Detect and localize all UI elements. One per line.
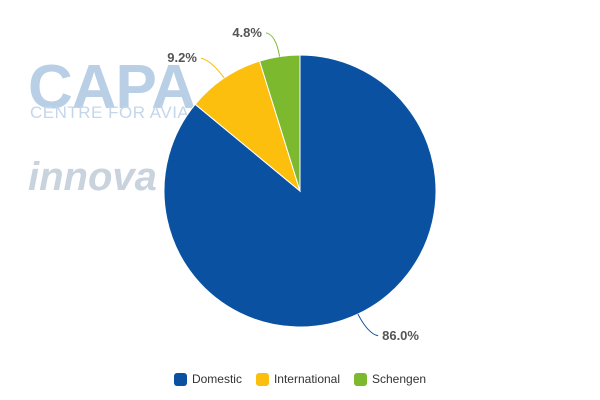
legend-item-domestic[interactable]: Domestic [173,372,242,386]
legend-item-schengen[interactable]: Schengen [354,372,426,386]
data-label-international: 9.2% [167,50,197,65]
legend-label-domestic: Domestic [191,372,242,386]
legend-item-international[interactable]: International [255,372,340,386]
data-label-schengen: 4.8% [232,25,262,40]
leader-line-domestic [357,313,379,337]
legend-label-schengen: Schengen [372,372,427,386]
leader-line-international [200,57,225,79]
leader-line-schengen [265,32,281,57]
legend-swatch-domestic [173,372,187,386]
pie-slice-schengen[interactable] [258,54,301,192]
legend-swatch-international [255,372,269,386]
pie-slice-international[interactable] [194,60,301,193]
chart-legend: Domestic International Schengen [0,372,600,386]
legend-label-international: International [273,372,340,386]
data-label-domestic: 86.0% [382,328,419,343]
legend-swatch-schengen [354,372,367,386]
